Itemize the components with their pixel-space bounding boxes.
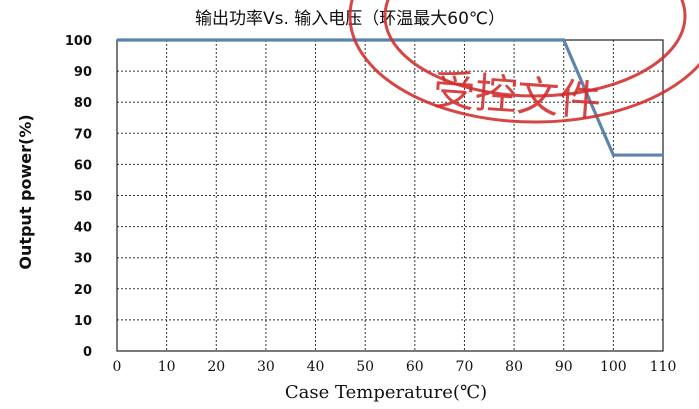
x-tick-label: 20 <box>207 359 225 375</box>
x-tick-label: 10 <box>158 359 176 375</box>
y-tick-label: 20 <box>74 283 92 298</box>
x-tick-label: 40 <box>307 359 325 375</box>
stamp-inner-ring <box>383 0 687 98</box>
y-tick-label: 0 <box>83 345 92 360</box>
x-tick-label: 0 <box>113 359 122 375</box>
y-tick-label: 70 <box>74 127 92 142</box>
y-tick-labels: 0 10 20 30 40 50 60 70 80 90 100 <box>65 34 92 360</box>
x-tick-label: 50 <box>356 359 374 375</box>
x-tick-label: 100 <box>600 359 627 375</box>
y-tick-label: 30 <box>74 252 92 267</box>
output-power-series-line <box>117 38 663 157</box>
x-tick-label: 80 <box>505 359 523 375</box>
x-tick-label: 70 <box>456 359 474 375</box>
y-tick-label: 60 <box>74 158 92 173</box>
x-axis-label: Case Temperature(℃) <box>285 382 487 403</box>
y-tick-label: 80 <box>74 96 92 111</box>
grid-layer <box>117 40 663 351</box>
y-tick-label: 10 <box>74 314 92 329</box>
y-tick-label: 100 <box>65 34 92 49</box>
controlled-document-stamp: 受控文件 <box>348 0 699 126</box>
y-tick-label: 40 <box>74 221 92 236</box>
x-tick-label: 110 <box>650 359 677 375</box>
stamp-outer-ring <box>348 0 699 124</box>
x-tick-label: 90 <box>555 359 573 375</box>
y-axis-label: Output power(%) <box>16 114 35 269</box>
x-tick-labels: 0 10 20 30 40 50 60 70 80 90 100 110 <box>113 359 677 375</box>
y-tick-label: 90 <box>74 65 92 80</box>
y-tick-label: 50 <box>74 190 92 205</box>
stamp-text: 受控文件 <box>431 65 602 126</box>
x-tick-label: 30 <box>257 359 275 375</box>
x-tick-label: 60 <box>406 359 424 375</box>
